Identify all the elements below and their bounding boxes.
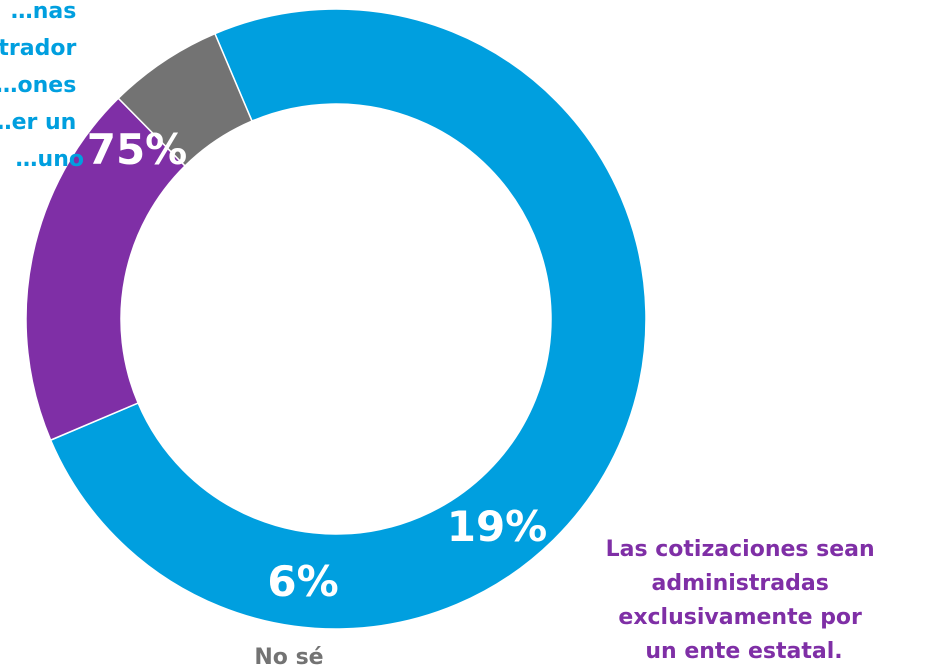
label-line: un ente estatal. xyxy=(645,639,842,664)
slice-value-label-2: 6% xyxy=(267,557,338,606)
label-line: …trador xyxy=(0,36,76,61)
donut-slice-0 xyxy=(49,8,647,630)
label-line: administradas xyxy=(652,571,829,596)
donut-slice-2 xyxy=(117,32,253,167)
label-line: No sé xyxy=(254,645,323,670)
label-line: Las cotizaciones sean xyxy=(606,537,875,562)
slice-category-label-2: No sé xyxy=(254,645,323,670)
label-line: …uno xyxy=(16,147,84,172)
slice-value-label-0: 75% xyxy=(87,125,188,174)
label-line: …nas xyxy=(11,0,77,24)
slice-category-label-0: …nas …trador …ones …er un …uno xyxy=(0,0,84,172)
label-line: …ones xyxy=(0,73,76,98)
slice-category-label-1: Las cotizaciones sean administradas excl… xyxy=(606,537,883,664)
slice-group xyxy=(25,8,647,630)
label-line: …er un xyxy=(0,110,76,135)
slice-value-label-1: 19% xyxy=(447,502,548,551)
label-line: exclusivamente por xyxy=(618,605,862,630)
